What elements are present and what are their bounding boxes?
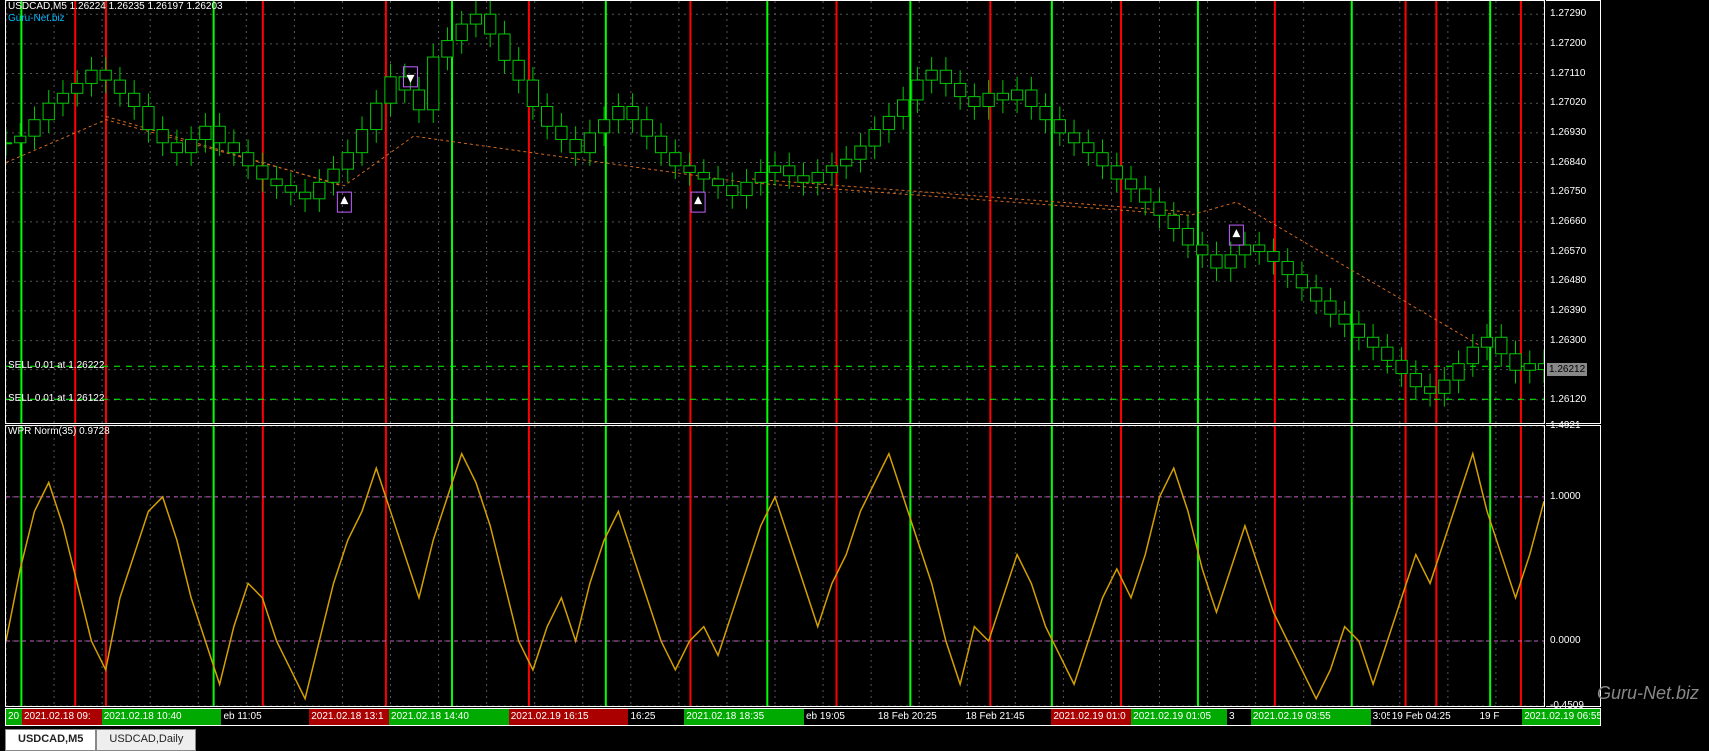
chart-tab[interactable]: USDCAD,M5 [5,729,96,751]
time-segment: 2021.02.18 09: [22,709,102,725]
price-tick: 1.26300 [1550,335,1586,346]
price-indicator: 1.26212 [1547,363,1587,376]
chart-tabs: USDCAD,M5USDCAD,Daily [5,729,196,751]
time-segment: 18 Feb 20:25 [876,709,964,725]
time-segment: 2021.02.19 16:15 [509,709,629,725]
price-tick: 1.26570 [1550,246,1586,257]
indicator-tick: 0.0000 [1550,635,1581,646]
price-tick: 1.26660 [1550,216,1586,227]
indicator-tick: 1.0000 [1550,491,1581,502]
time-segment: 19 F [1478,709,1523,725]
main-title2: Guru-Net.biz [8,13,65,24]
price-tick: 1.27020 [1550,97,1586,108]
time-axis: 202021.02.18 09:2021.02.18 10:40eb 11:05… [5,708,1601,726]
time-segment: 2021.02.19 06:55 [1522,709,1601,725]
watermark-text: Guru-Net.biz [1597,683,1699,704]
price-tick: 1.26120 [1550,394,1586,405]
time-segment: 2021.02.19 01:05 [1131,709,1227,725]
time-segment: 2021.02.18 10:40 [102,709,222,725]
time-segment: 3:05 [1371,709,1390,725]
indicator-tick: 1.4921 [1550,420,1581,431]
sub-title: WPR Norm(35) 0.9728 [8,426,110,437]
time-segment: eb 19:05 [804,709,876,725]
indicator-chart[interactable]: WPR Norm(35) 0.9728 [5,425,1545,707]
time-segment: eb 11:05 [221,709,309,725]
price-tick: 1.27200 [1550,38,1586,49]
main-title: USDCAD,M5 1.26224 1.26235 1.26197 1.2620… [8,1,223,12]
time-segment: 2021.02.19 01:0 [1051,709,1131,725]
time-segment: 18 Feb 21:45 [964,709,1052,725]
price-tick: 1.26750 [1550,186,1586,197]
main-y-axis: 1.27290 1.27200 1.27110 1.27020 1.26930 1.268… [1546,0,1601,424]
time-segment: 2021.02.18 18:35 [684,709,804,725]
main-chart[interactable]: USDCAD,M5 1.26224 1.26235 1.26197 1.2620… [5,0,1545,424]
price-tick: 1.27110 [1550,68,1585,79]
price-tick: 1.26840 [1550,157,1586,168]
price-tick: 1.26930 [1550,127,1586,138]
time-segment: 2021.02.18 14:40 [389,709,509,725]
time-segment: 2021.02.18 13:1 [309,709,389,725]
price-tick: 1.26480 [1550,275,1586,286]
time-segment: 19 Feb 04:25 [1390,709,1478,725]
chart-tab[interactable]: USDCAD,Daily [96,729,196,751]
sub-y-axis: 1.49211.00000.0000-0.4509 [1546,425,1601,707]
time-segment: 20 [6,709,22,725]
time-segment: 16:25 [628,709,684,725]
time-segment: 2021.02.19 03:55 [1251,709,1371,725]
time-segment: 3 [1227,709,1251,725]
price-tick: 1.26390 [1550,305,1586,316]
price-tick: 1.27290 [1550,8,1586,19]
